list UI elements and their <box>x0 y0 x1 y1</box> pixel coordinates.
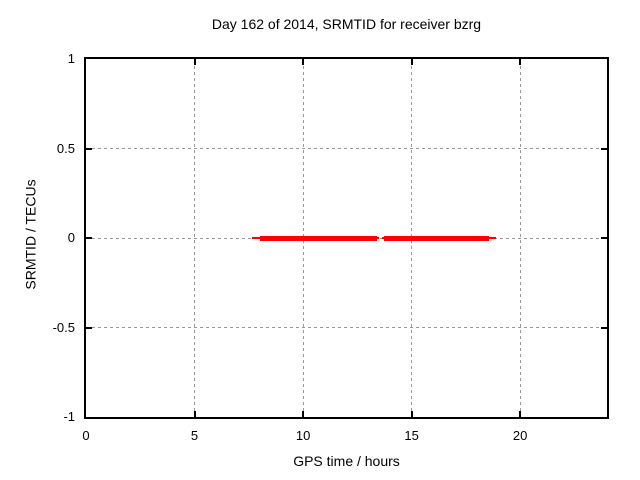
y-tick-label: -0.5 <box>52 319 75 335</box>
x-tick-top <box>519 59 522 65</box>
series-segment <box>384 235 489 241</box>
chart-title: Day 162 of 2014, SRMTID for receiver bzr… <box>211 16 482 32</box>
x-tick-top <box>410 59 413 65</box>
x-tick-top <box>302 59 305 65</box>
x-tick-bottom <box>302 411 305 417</box>
y-tick-right <box>601 326 607 329</box>
y-tick-left <box>86 326 92 329</box>
x-tick-top <box>193 59 196 65</box>
y-tick-label: 1 <box>67 51 75 66</box>
y-tick-right <box>601 147 607 150</box>
y-tick-label: -1 <box>63 409 75 424</box>
y-gridline <box>86 148 607 149</box>
x-tick-label: 20 <box>512 428 528 443</box>
x-tick-bottom <box>519 411 522 417</box>
series-segment <box>259 235 377 241</box>
y-tick-label: 0.5 <box>56 140 75 156</box>
x-tick-label: 5 <box>190 428 199 443</box>
x-tick-label: 0 <box>82 428 90 443</box>
y-tick-left <box>86 147 92 150</box>
x-tick-label: 15 <box>404 428 419 443</box>
y-tick-left <box>86 237 92 239</box>
x-tick-bottom <box>410 411 413 417</box>
x-axis-label: GPS time / hours <box>293 453 400 469</box>
x-tick-label: 10 <box>295 428 311 443</box>
x-tick-bottom <box>193 411 196 417</box>
y-gridline <box>86 327 607 328</box>
y-tick-label: 0 <box>67 230 75 245</box>
y-tick-right <box>601 237 607 239</box>
